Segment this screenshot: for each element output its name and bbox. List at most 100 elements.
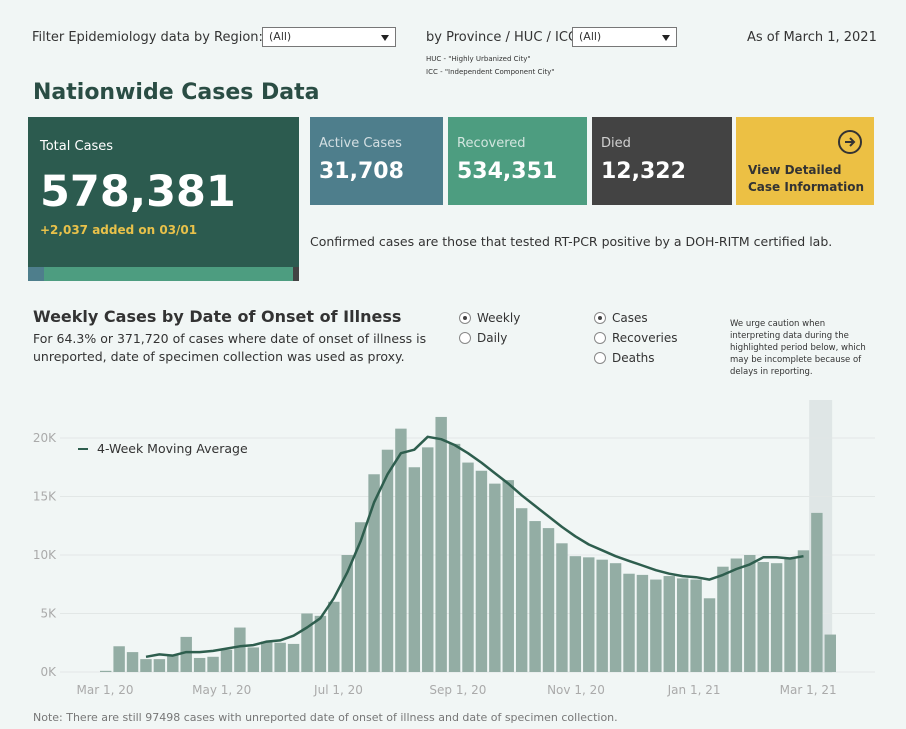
legend-line-swatch <box>78 447 88 450</box>
bar <box>730 558 743 672</box>
legend-label: 4-Week Moving Average <box>97 441 248 456</box>
bar <box>395 428 407 672</box>
chevron-down-icon <box>662 35 670 41</box>
bar <box>596 559 608 672</box>
weekly-cases-chart: 20K 15K 10K 5K 0K Mar 1, 20 May 1, 20 Jul 1, 20… <box>33 400 875 697</box>
bar <box>650 579 662 672</box>
bar <box>287 643 300 672</box>
bar <box>180 636 192 672</box>
radio-weekly-label: Weekly <box>477 311 521 325</box>
died-value: 12,322 <box>601 159 686 184</box>
bar <box>502 480 514 672</box>
bar <box>301 613 313 672</box>
region-filter-label: Filter Epidemiology data by Region: <box>32 30 263 45</box>
radio-selected-icon <box>459 312 471 324</box>
bar <box>489 483 501 672</box>
caution-line: may be incomplete because of <box>730 355 862 365</box>
radio-selected-icon <box>594 312 606 324</box>
bar <box>153 659 166 672</box>
province-filter-label: by Province / HUC / ICC: <box>426 30 582 45</box>
bar <box>207 656 219 672</box>
bar <box>220 649 233 672</box>
province-select[interactable]: (All) <box>572 27 677 47</box>
region-select[interactable]: (All) <box>262 27 396 47</box>
active-cases-value: 31,708 <box>319 159 404 184</box>
bar <box>583 557 595 672</box>
bar <box>167 654 179 672</box>
recovered-card: Recovered 534,351 <box>448 117 587 205</box>
bar <box>274 642 286 672</box>
caution-line: We urge caution when <box>730 319 826 329</box>
x-tick-label: Sep 1, 20 <box>429 683 486 697</box>
radio-unselected-icon <box>594 332 606 344</box>
bar <box>676 578 689 672</box>
y-tick-label: 0K <box>40 665 57 679</box>
radio-cases[interactable]: Cases <box>594 311 648 325</box>
bar <box>623 573 635 672</box>
radio-recoveries[interactable]: Recoveries <box>594 331 678 345</box>
bar <box>811 512 823 672</box>
as-of-date: As of March 1, 2021 <box>747 30 877 45</box>
bar <box>247 647 260 672</box>
chart-section-title: Weekly Cases by Date of Onset of Illness <box>33 307 402 326</box>
died-card: Died 12,322 <box>592 117 732 205</box>
radio-unselected-icon <box>459 332 471 344</box>
x-tick-label: Mar 1, 20 <box>77 683 134 697</box>
active-share-bar <box>28 267 44 281</box>
view-detail-line1: View Detailed <box>748 163 842 177</box>
total-cases-card: Total Cases 578,381 +2,037 added on 03/0… <box>28 117 299 281</box>
caution-line: interpreting data during the <box>730 331 849 341</box>
bar <box>690 579 702 672</box>
bar <box>408 467 421 672</box>
recovered-value: 534,351 <box>457 159 558 184</box>
caution-note: We urge caution when interpreting data d… <box>730 318 880 378</box>
bar <box>140 659 152 672</box>
x-tick-label: Mar 1, 21 <box>780 683 837 697</box>
bar <box>341 555 353 672</box>
y-tick-label: 15K <box>33 490 57 504</box>
x-tick-label: Jul 1, 20 <box>313 683 363 697</box>
recovered-label: Recovered <box>457 136 526 151</box>
radio-deaths[interactable]: Deaths <box>594 351 655 365</box>
bar <box>636 574 649 672</box>
bar <box>797 550 810 672</box>
bar <box>744 555 756 672</box>
total-cases-label: Total Cases <box>40 139 114 154</box>
chart-subtitle-line2: unreported, date of specimen collection … <box>33 349 405 364</box>
radio-deaths-label: Deaths <box>612 351 655 365</box>
radio-unselected-icon <box>594 352 606 364</box>
x-tick-label: May 1, 20 <box>192 683 251 697</box>
bar <box>314 615 327 672</box>
bar <box>261 641 273 672</box>
page-title: Nationwide Cases Data <box>33 80 320 105</box>
chevron-down-icon <box>381 35 389 41</box>
bar <box>100 670 112 672</box>
y-tick-label: 10K <box>33 548 57 562</box>
caution-line: highlighted period below, which <box>730 343 866 353</box>
chart-footnote: Note: There are still 97498 cases with u… <box>33 711 618 724</box>
view-case-information-button[interactable]: View Detailed Case Information <box>736 117 874 205</box>
cases-added-text: +2,037 added on 03/01 <box>40 223 198 237</box>
bar <box>569 556 582 672</box>
bar <box>556 543 568 672</box>
huc-note: HUC - "Highly Urbanized City" <box>426 55 531 63</box>
caution-line: delays in reporting. <box>730 367 813 377</box>
bar <box>126 652 139 672</box>
active-cases-label: Active Cases <box>319 136 402 151</box>
moving-average-line <box>145 435 804 659</box>
radio-weekly[interactable]: Weekly <box>459 311 520 325</box>
bar <box>448 443 461 672</box>
bar <box>328 601 340 672</box>
arrow-right-icon <box>838 130 862 154</box>
bar <box>381 449 394 672</box>
bar <box>475 470 488 672</box>
bar <box>717 566 729 672</box>
bar <box>435 416 447 672</box>
chart-subtitle-line1: For 64.3% or 371,720 of cases where date… <box>33 331 427 346</box>
bar <box>529 521 541 672</box>
bar <box>354 522 367 672</box>
bar <box>193 657 206 672</box>
province-select-value: (All) <box>579 30 602 43</box>
radio-daily[interactable]: Daily <box>459 331 507 345</box>
active-cases-card: Active Cases 31,708 <box>310 117 443 205</box>
